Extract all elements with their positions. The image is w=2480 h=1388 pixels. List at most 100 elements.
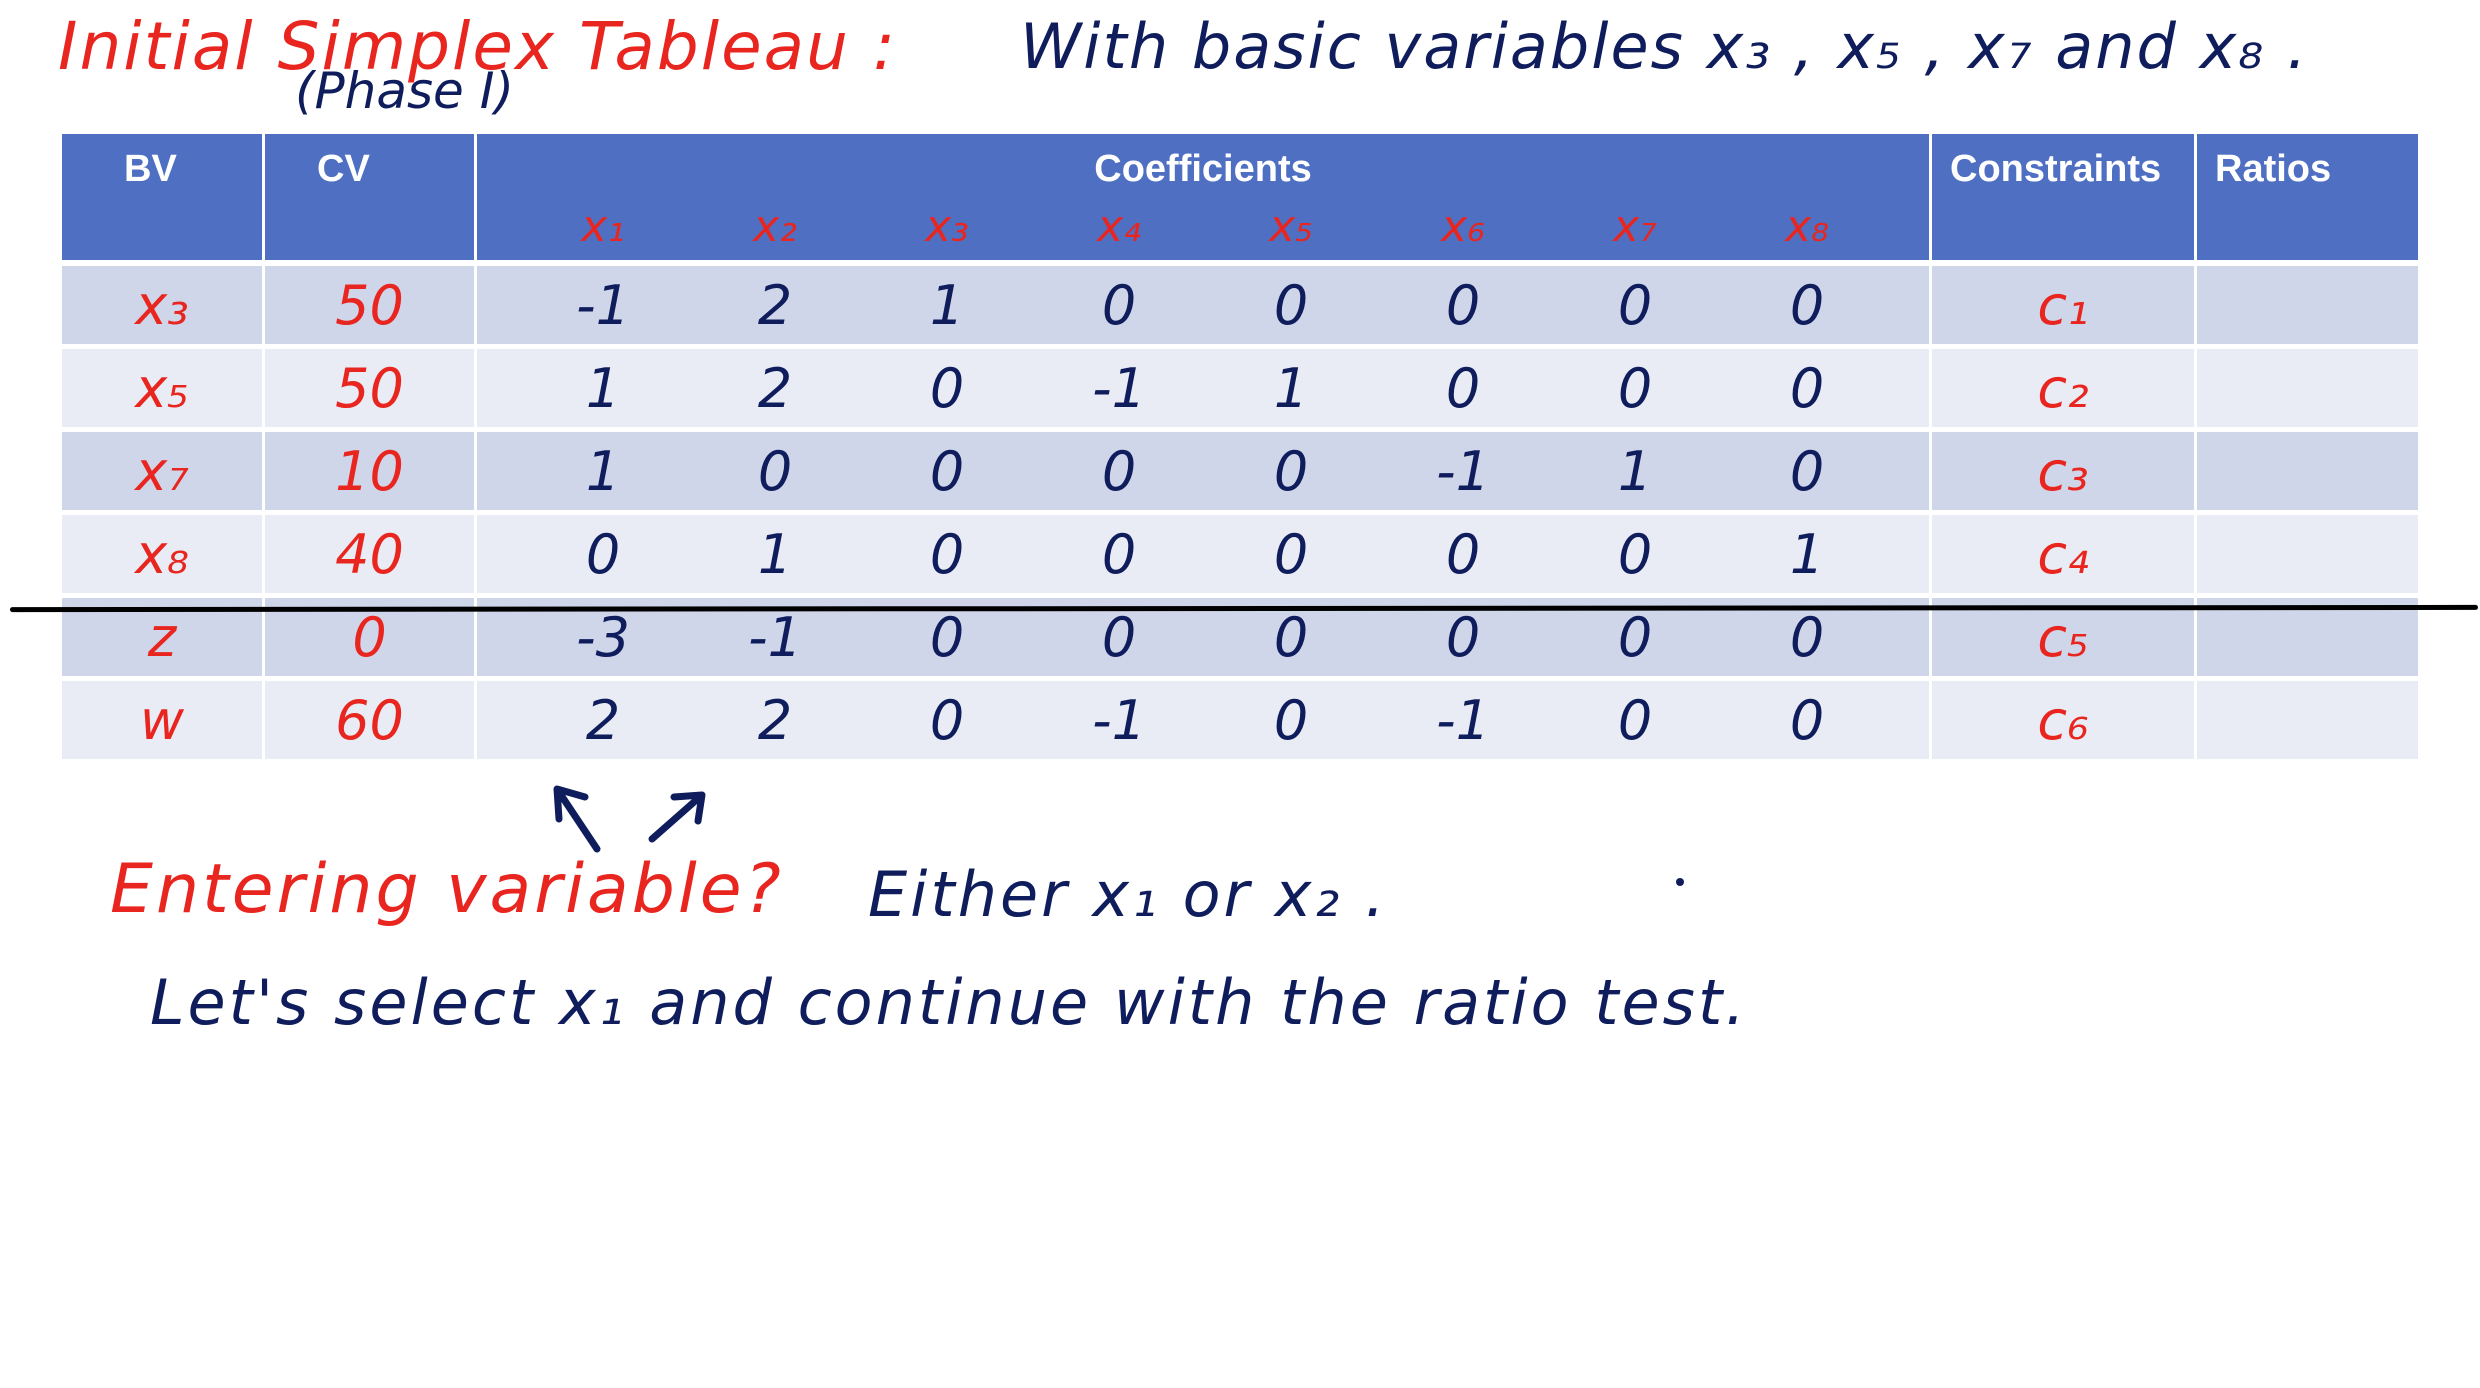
ratio-cell [2197, 349, 2418, 432]
coefficient-cells: -3 -1 0 0 0 0 0 0 [477, 598, 1932, 681]
cv-cell: 40 [265, 515, 477, 598]
table-row: x₈ 40 0 1 0 0 0 0 0 1 c₄ [62, 515, 2418, 598]
coefficient-cell: 0 [929, 439, 965, 503]
cv-cell: 50 [265, 349, 477, 432]
coefficient-cell: 0 [1273, 605, 1309, 669]
phase-label: (Phase I) [295, 62, 514, 120]
coefficient-cell: 0 [929, 522, 965, 586]
coefficient-cell: 0 [1617, 273, 1653, 337]
coefficient-cell: 0 [1273, 439, 1309, 503]
coefficient-cell: 0 [1273, 522, 1309, 586]
entering-variable-answer: Either x₁ or x₂ . [868, 858, 1388, 931]
variable-header: x₆ [1441, 201, 1485, 252]
coefficient-cell: 0 [1789, 273, 1825, 337]
header-constraints: Constraints [1932, 134, 2197, 266]
coefficient-cell: 1 [929, 273, 965, 337]
ratio-cell [2197, 598, 2418, 681]
coefficient-cell: 1 [757, 522, 793, 586]
coefficient-cell: 0 [1445, 356, 1481, 420]
coefficient-cell: -1 [1436, 688, 1490, 752]
variable-header: x₃ [925, 201, 969, 252]
constraint-cell: c₆ [1932, 681, 2197, 764]
coefficient-cell: 0 [1789, 605, 1825, 669]
bv-cell: x₃ [62, 266, 265, 349]
variable-header: x₄ [1097, 201, 1141, 252]
coefficient-cell: 1 [1617, 439, 1653, 503]
variable-header: x₁ [581, 201, 625, 252]
bv-cell: x₈ [62, 515, 265, 598]
variable-header-row: x₁ x₂ x₃ x₄ x₅ x₆ x₇ x₈ [477, 201, 1929, 252]
bv-cell: w [62, 681, 265, 764]
coefficient-cell: 0 [1101, 273, 1137, 337]
header-cv: CV [265, 134, 477, 266]
ratio-cell [2197, 515, 2418, 598]
coefficient-cell: 0 [929, 605, 965, 669]
variable-header: x₂ [753, 201, 797, 252]
stray-ink-dot [1676, 878, 1684, 886]
arrow-up-icon [648, 791, 706, 843]
coefficient-cell: 0 [1273, 688, 1309, 752]
ratio-cell [2197, 681, 2418, 764]
coefficient-cells: 1 0 0 0 0 -1 1 0 [477, 432, 1932, 515]
table-row: x₃ 50 -1 2 1 0 0 0 0 0 c₁ [62, 266, 2418, 349]
coefficient-cell: -3 [576, 605, 630, 669]
coefficient-cell: 0 [757, 439, 793, 503]
coefficient-cell: 0 [1273, 273, 1309, 337]
header-bv: BV [62, 134, 265, 266]
bv-cell: x₇ [62, 432, 265, 515]
coefficient-cell: -1 [1092, 356, 1146, 420]
coefficient-cell: 0 [1789, 439, 1825, 503]
coefficient-cell: 0 [1101, 439, 1137, 503]
basis-note: With basic variables x₃ , x₅ , x₇ and x₈… [1020, 10, 2309, 83]
coefficient-cell: 0 [1617, 688, 1653, 752]
coefficient-cell: 1 [1789, 522, 1825, 586]
coefficient-cell: 2 [585, 688, 621, 752]
header-ratios: Ratios [2197, 134, 2418, 266]
cv-cell: 10 [265, 432, 477, 515]
header-coefficients-label: Coefficients [1094, 148, 1312, 190]
coefficient-cell: 0 [929, 356, 965, 420]
page-title: Initial Simplex Tableau : [58, 8, 898, 85]
coefficient-cell: 0 [929, 688, 965, 752]
bv-cell: x₅ [62, 349, 265, 432]
coefficient-cell: 0 [1445, 605, 1481, 669]
simplex-tableau: BV CV Coefficients x₁ x₂ x₃ x₄ x₅ x₆ x₇ … [62, 134, 2418, 764]
constraint-cell: c₁ [1932, 266, 2197, 349]
variable-header: x₈ [1785, 201, 1829, 252]
coefficient-cell: 0 [1101, 522, 1137, 586]
coefficient-cell: 1 [585, 439, 621, 503]
ratio-cell [2197, 266, 2418, 349]
coefficient-cell: -1 [1436, 439, 1490, 503]
arrow-up-icon [553, 785, 601, 853]
constraint-cell: c₂ [1932, 349, 2197, 432]
coefficient-cell: 1 [585, 356, 621, 420]
coefficient-cell: 0 [1101, 605, 1137, 669]
cv-cell: 60 [265, 681, 477, 764]
coefficient-cell: -1 [748, 605, 802, 669]
variable-header: x₅ [1269, 201, 1313, 252]
table-row: x₅ 50 1 2 0 -1 1 0 0 0 c₂ [62, 349, 2418, 432]
table-row: x₇ 10 1 0 0 0 0 -1 1 0 c₃ [62, 432, 2418, 515]
header-row: BV CV Coefficients x₁ x₂ x₃ x₄ x₅ x₆ x₇ … [62, 134, 2418, 266]
coefficient-cell: -1 [576, 273, 630, 337]
coefficient-cell: 0 [1617, 356, 1653, 420]
coefficient-cell: 0 [585, 522, 621, 586]
coefficient-cell: 0 [1445, 273, 1481, 337]
coefficient-cell: 0 [1789, 688, 1825, 752]
coefficient-cells: 1 2 0 -1 1 0 0 0 [477, 349, 1932, 432]
coefficient-cell: 1 [1273, 356, 1309, 420]
coefficient-cell: -1 [1092, 688, 1146, 752]
coefficient-cell: 0 [1445, 522, 1481, 586]
coefficient-cells: 0 1 0 0 0 0 0 1 [477, 515, 1932, 598]
constraint-cell: c₃ [1932, 432, 2197, 515]
entering-variable-question: Entering variable? [110, 850, 784, 929]
variable-header: x₇ [1613, 201, 1657, 252]
cv-cell: 0 [265, 598, 477, 681]
selection-note: Let's select x₁ and continue with the ra… [150, 966, 1749, 1039]
coefficient-cell: 0 [1617, 605, 1653, 669]
table-row: w 60 2 2 0 -1 0 -1 0 0 c₆ [62, 681, 2418, 764]
ratio-cell [2197, 432, 2418, 515]
header-coefficients: Coefficients x₁ x₂ x₃ x₄ x₅ x₆ x₇ x₈ [477, 134, 1932, 266]
coefficient-cells: -1 2 1 0 0 0 0 0 [477, 266, 1932, 349]
coefficient-cells: 2 2 0 -1 0 -1 0 0 [477, 681, 1932, 764]
